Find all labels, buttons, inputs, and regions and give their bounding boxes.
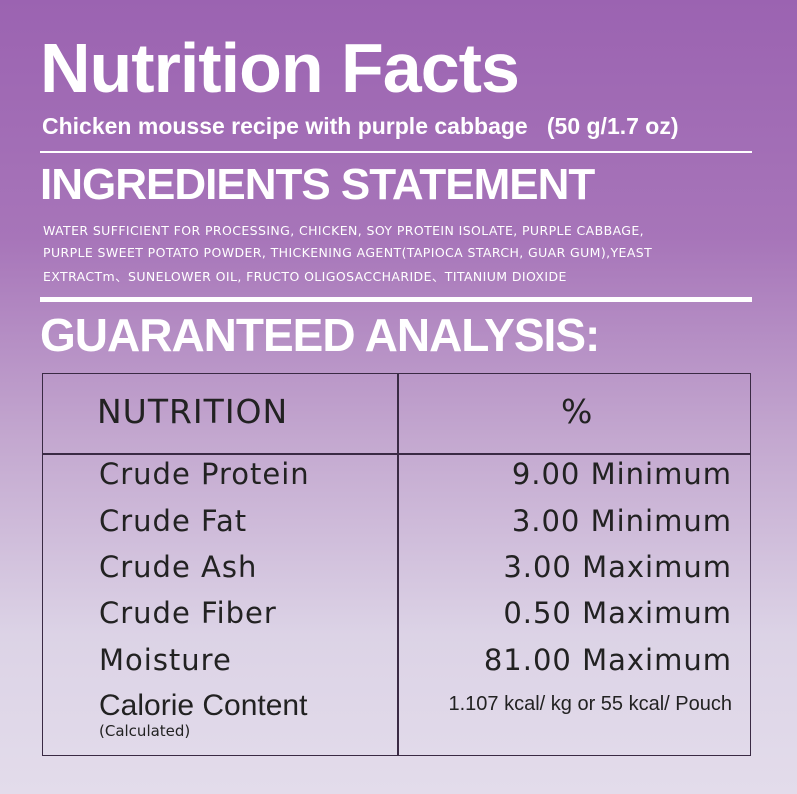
nutrient-value: 81.00 Maximum [483, 643, 732, 677]
ingredient-line: WATER SUFFICIENT FOR PROCESSING, CHICKEN… [43, 223, 645, 238]
nutrient-value: 0.50 Maximum [503, 596, 732, 630]
divider [40, 151, 752, 153]
subtitle: Chicken mousse recipe with purple cabbag… [42, 113, 679, 139]
ingredient-line: EXTRACTm、SUNELOWER OIL, FRUCTO OLIGOSACC… [43, 269, 567, 284]
divider [40, 297, 752, 302]
column-divider [397, 374, 399, 755]
nutrient-value: 9.00 Minimum [511, 457, 732, 491]
nutrient-name: Calorie Content [99, 689, 308, 722]
nutrient-name: Crude Fat [99, 504, 248, 538]
nutrient-name: Crude Fiber [99, 596, 277, 630]
analysis-table: NUTRITION % Crude Protein 9.00 Minimum Cru… [42, 373, 751, 756]
column-header: % [561, 392, 594, 431]
nutrient-note: (Calculated) [99, 722, 191, 740]
nutrient-name: Crude Protein [99, 457, 310, 491]
header-divider [43, 453, 750, 455]
nutrient-name: Crude Ash [99, 550, 258, 584]
ingredients-heading: INGREDIENTS STATEMENT [40, 160, 595, 209]
column-header: NUTRITION [97, 392, 289, 431]
nutrient-name: Moisture [99, 643, 232, 677]
analysis-heading: GUARANTEED ANALYSIS: [40, 309, 600, 361]
nutrient-value: 1.107 kcal/ kg or 55 kcal/ Pouch [448, 693, 733, 715]
title: Nutrition Facts [40, 29, 520, 107]
nutrient-value: 3.00 Minimum [511, 504, 732, 538]
nutrient-value: 3.00 Maximum [503, 550, 732, 584]
ingredient-line: PURPLE SWEET POTATO POWDER, THICKENING A… [43, 244, 653, 260]
